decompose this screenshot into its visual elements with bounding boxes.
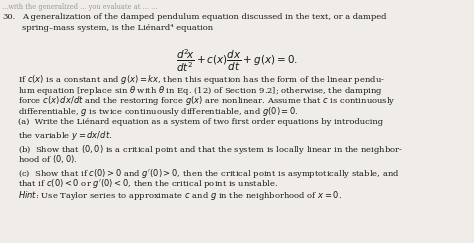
Text: (a)  Write the Liénard equation as a system of two first order equations by intr: (a) Write the Liénard equation as a syst… <box>18 119 383 127</box>
Text: If $c(x)$ is a constant and $g(x) = kx$, then this equation has the form of the : If $c(x)$ is a constant and $g(x) = kx$,… <box>18 73 385 86</box>
Text: A generalization of the damped pendulum equation discussed in the text, or a dam: A generalization of the damped pendulum … <box>22 14 386 21</box>
Text: 30.: 30. <box>2 14 15 21</box>
Text: force $c(x)\,dx/dt$ and the restoring force $g(x)$ are nonlinear. Assume that $c: force $c(x)\,dx/dt$ and the restoring fo… <box>18 94 396 107</box>
Text: $\dfrac{d^2\!x}{dt^2} + c(x)\dfrac{dx}{dt} + g(x) = 0.$: $\dfrac{d^2\!x}{dt^2} + c(x)\dfrac{dx}{d… <box>176 47 298 74</box>
Text: that if $c(0) < 0$ or $g^{\prime}(0) < 0$, then the critical point is unstable.: that if $c(0) < 0$ or $g^{\prime}(0) < 0… <box>18 177 278 190</box>
Text: spring–mass system, is the Liénard⁴ equation: spring–mass system, is the Liénard⁴ equa… <box>22 24 213 32</box>
Text: $\mathit{Hint}$: Use Taylor series to approximate $c$ and $g$ in the neighborhoo: $\mathit{Hint}$: Use Taylor series to ap… <box>18 189 342 202</box>
Text: hood of $(0, 0)$.: hood of $(0, 0)$. <box>18 153 78 165</box>
Text: lum equation [replace sin $\theta$ with $\theta$ in Eq. (12) of Section 9.2]; ot: lum equation [replace sin $\theta$ with … <box>18 84 383 97</box>
Text: ...with the generalized ... you evaluate at ... ...: ...with the generalized ... you evaluate… <box>2 3 157 11</box>
Text: (b)  Show that $(0, 0)$ is a critical point and that the system is locally linea: (b) Show that $(0, 0)$ is a critical poi… <box>18 143 403 156</box>
Text: differentiable, $g$ is twice continuously differentiable, and $g(0) = 0$.: differentiable, $g$ is twice continuousl… <box>18 105 299 118</box>
Text: (c)  Show that if $c(0) > 0$ and $g^{\prime}(0) > 0$, then the critical point is: (c) Show that if $c(0) > 0$ and $g^{\pri… <box>18 167 400 180</box>
Text: the variable $y = dx/dt$.: the variable $y = dx/dt$. <box>18 129 112 142</box>
